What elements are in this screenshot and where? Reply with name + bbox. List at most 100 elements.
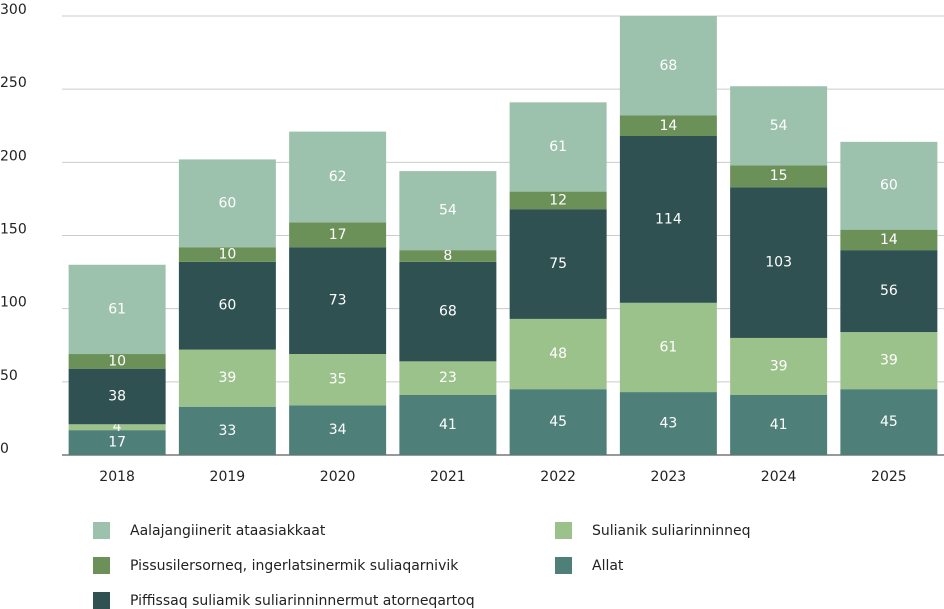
value-label: 34 (329, 422, 347, 438)
legend-swatch (93, 557, 110, 574)
bar-segment (68, 368, 166, 425)
value-label: 35 (329, 372, 347, 388)
x-tick-label: 2024 (761, 469, 797, 485)
value-label: 48 (549, 346, 567, 362)
y-tick-label: 200 (0, 148, 27, 164)
bar-segment (399, 250, 497, 262)
legend-swatch (93, 522, 110, 539)
legend-label: Piffissaq suliamik suliarinninnermut ato… (130, 593, 475, 609)
bar-segment (840, 229, 938, 251)
bar-segment (619, 135, 717, 303)
bar-segment (289, 131, 387, 223)
value-label: 68 (439, 304, 457, 320)
x-tick-label: 2019 (210, 469, 246, 485)
y-tick-label: 250 (0, 75, 27, 91)
value-label: 17 (329, 227, 347, 243)
bar-segment (730, 187, 828, 338)
y-tick-label: 100 (0, 295, 27, 311)
bar-segment (619, 115, 717, 136)
bar-segment (840, 332, 938, 390)
y-tick-label: 150 (0, 222, 27, 238)
x-tick-label: 2018 (99, 469, 135, 485)
value-label: 38 (108, 388, 126, 404)
bar-segment (289, 222, 387, 248)
value-label: 33 (218, 423, 236, 439)
value-label: 10 (218, 247, 236, 263)
value-label: 39 (218, 370, 236, 386)
bar-segment (730, 86, 828, 166)
legend-label: Aalajangiinerit ataasiakkaat (130, 523, 326, 539)
bar-segment (68, 430, 166, 455)
x-tick-label: 2023 (651, 469, 687, 485)
y-tick-label: 0 (0, 441, 9, 457)
bar-segment (840, 141, 938, 230)
y-tick-label: 50 (0, 368, 18, 384)
bar-segment (68, 354, 166, 369)
value-label: 61 (659, 339, 677, 355)
bar-segment (619, 302, 717, 393)
value-label: 45 (880, 414, 898, 430)
bar-segment (730, 165, 828, 188)
value-label: 23 (439, 370, 457, 386)
value-label: 61 (108, 301, 126, 317)
value-label: 60 (218, 298, 236, 314)
bar-segment (730, 395, 828, 455)
value-label: 14 (659, 118, 677, 134)
bar-segment (178, 349, 276, 407)
legend-swatch (555, 522, 572, 539)
bar-segment (619, 16, 717, 116)
value-label: 62 (329, 169, 347, 185)
value-label: 103 (765, 255, 792, 271)
bar-segment (509, 209, 607, 319)
value-label: 61 (549, 139, 567, 155)
value-label: 41 (439, 417, 457, 433)
bar-segment (840, 250, 938, 333)
value-label: 60 (218, 195, 236, 211)
legend-swatch (93, 592, 110, 609)
value-label: 54 (770, 118, 788, 134)
bar-segment (619, 392, 717, 455)
value-label: 17 (108, 435, 126, 451)
bar-segment (399, 171, 497, 251)
legend-label: Sulianik suliarinninneq (592, 523, 751, 539)
legend-label: Allat (592, 558, 624, 574)
value-label: 75 (549, 256, 567, 272)
bar-segment (509, 389, 607, 455)
y-tick-label: 300 (0, 2, 27, 18)
value-label: 12 (549, 192, 567, 208)
bar-segment (840, 389, 938, 455)
bar-segment (399, 361, 497, 396)
bar-segment (399, 261, 497, 362)
x-tick-label: 2025 (871, 469, 907, 485)
value-label: 4 (113, 419, 122, 435)
bar-segment (509, 191, 607, 210)
bar-segment (68, 424, 166, 431)
bar-segment (178, 261, 276, 350)
x-tick-label: 2021 (430, 469, 466, 485)
x-tick-label: 2022 (540, 469, 576, 485)
value-label: 60 (880, 178, 898, 194)
value-label: 43 (659, 416, 677, 432)
bar-segment (509, 318, 607, 390)
value-label: 114 (655, 211, 682, 227)
value-label: 45 (549, 414, 567, 430)
value-label: 39 (770, 358, 788, 374)
bar-segment (509, 102, 607, 192)
value-label: 10 (108, 353, 126, 369)
value-label: 14 (880, 232, 898, 248)
bar-segment (178, 406, 276, 455)
bar-segment (68, 264, 166, 355)
x-tick-label: 2020 (320, 469, 356, 485)
bar-segment (730, 337, 828, 396)
value-label: 39 (880, 353, 898, 369)
value-label: 73 (329, 293, 347, 309)
bar-segment (289, 405, 387, 455)
bar-segment (289, 354, 387, 406)
bar-segment (178, 247, 276, 262)
value-label: 15 (770, 168, 788, 184)
bar-segment (399, 395, 497, 455)
bar-segment (178, 159, 276, 248)
value-label: 68 (659, 58, 677, 74)
value-label: 8 (443, 248, 452, 264)
